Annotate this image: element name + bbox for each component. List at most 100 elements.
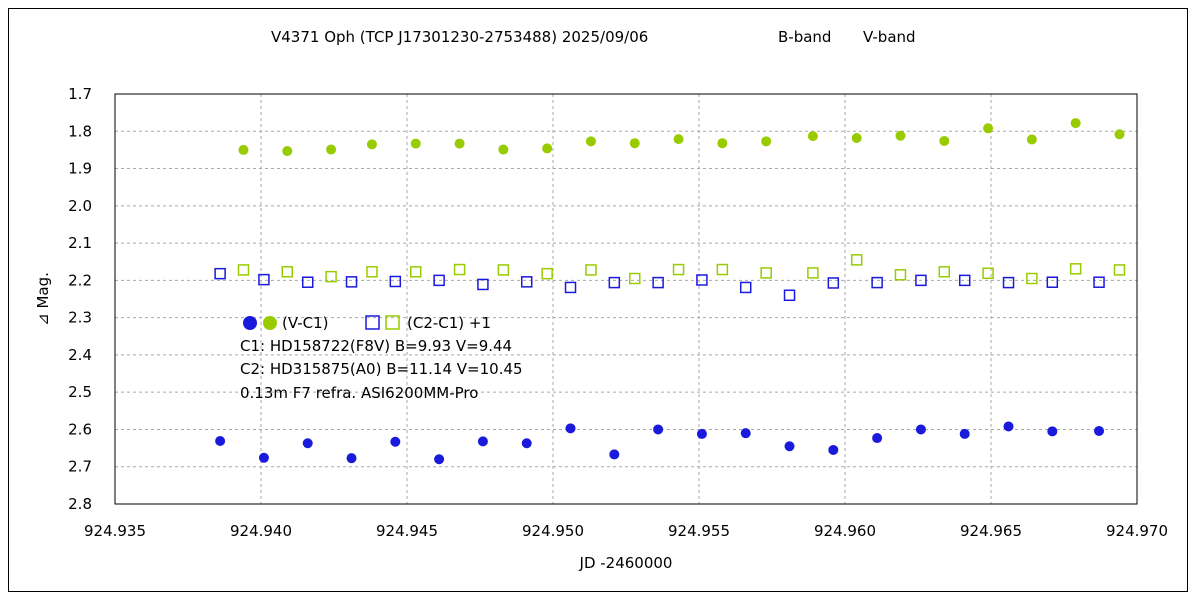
b-band-check-point: [1002, 276, 1015, 289]
b-band-check-point: [1093, 276, 1105, 288]
v-band-var-point: [1070, 118, 1081, 129]
b-band-check-point: [345, 276, 358, 288]
b-band-var-point: [784, 441, 795, 452]
v-band-var-point: [1026, 134, 1037, 145]
b-band-var-point: [872, 433, 883, 444]
data-marks: [214, 118, 1126, 465]
v-band-var-point: [1114, 129, 1125, 140]
v-band-var-point: [585, 136, 596, 147]
v-band-var-point: [761, 136, 772, 147]
b-band-var-point: [1094, 425, 1105, 436]
b-band-check-point: [958, 274, 971, 287]
b-band-check-point: [564, 281, 577, 294]
y-tick-label: 1.8: [68, 122, 92, 140]
b-band-check-point: [477, 278, 489, 291]
v-band-check-point: [760, 267, 772, 279]
v-band-check-point: [716, 263, 729, 276]
y-tick-label: 2.2: [68, 271, 92, 289]
v-band-check-point: [807, 267, 819, 279]
v-band-check-point: [410, 266, 422, 278]
legend-c1-info: C1: HD158722(F8V) B=9.93 V=9.44: [240, 337, 512, 355]
x-tick-label: 924.955: [668, 522, 730, 540]
x-tick-label: 924.935: [84, 522, 146, 540]
v-band-var-point: [895, 130, 906, 141]
b-band-check-point: [214, 267, 226, 280]
title-v-band: V-band: [863, 28, 916, 46]
v-band-var-point: [454, 138, 465, 149]
v-band-var-point: [807, 131, 818, 142]
legend-var-label: (V-C1): [282, 314, 329, 332]
b-band-check-point: [652, 276, 664, 289]
b-band-check-point: [433, 274, 445, 287]
v-band-check-point: [1069, 263, 1082, 275]
b-band-var-point: [215, 436, 226, 447]
tick-labels: 1.7 1.8 1.9 2.0 2.1 2.2 2.3 2.4 2.5 2.6 2.7 2.8 924.…: [68, 85, 1168, 540]
y-tick-label: 2.6: [68, 420, 92, 438]
b-band-var-point: [959, 428, 970, 439]
b-band-var-point: [740, 428, 751, 439]
b-band-var-point: [653, 424, 664, 435]
b-band-check-point: [739, 281, 752, 294]
legend-b-var-marker: [243, 316, 257, 330]
y-tick-label: 2.1: [68, 234, 92, 252]
v-band-check-point: [497, 264, 510, 276]
b-band-var-point: [521, 438, 532, 449]
v-band-check-point: [938, 266, 951, 278]
x-tick-label: 924.960: [814, 522, 876, 540]
v-band-check-point: [281, 266, 294, 278]
x-axis-label: JD -2460000: [579, 554, 673, 572]
v-band-var-point: [282, 146, 293, 157]
b-band-check-point: [871, 276, 883, 289]
v-band-var-point: [629, 138, 640, 149]
legend-v-var-marker: [263, 316, 277, 330]
x-tick-label: 924.970: [1106, 522, 1168, 540]
x-tick-label: 924.965: [960, 522, 1022, 540]
y-tick-label: 2.5: [68, 383, 92, 401]
legend-c2-info: C2: HD315875(A0) B=11.14 V=10.45: [240, 360, 523, 378]
x-tick-label: 924.950: [522, 522, 584, 540]
v-band-check-point: [541, 267, 553, 280]
legend: (V-C1) (C2-C1) +1 C1: HD158722(F8V) B=9.…: [240, 314, 523, 402]
plot-area: [114, 93, 1138, 505]
y-tick-label: 2.0: [68, 197, 92, 215]
title-b-band: B-band: [778, 28, 831, 46]
b-band-var-point: [1003, 421, 1014, 432]
b-band-var-point: [609, 449, 620, 460]
v-band-check-point: [982, 267, 994, 280]
b-band-var-point: [434, 454, 445, 465]
v-band-check-point: [629, 272, 641, 285]
x-tick-label: 924.940: [230, 522, 292, 540]
y-tick-label: 2.3: [68, 309, 92, 327]
v-band-var-point: [851, 132, 862, 143]
legend-v-check-marker: [385, 315, 400, 330]
v-band-var-point: [542, 143, 553, 154]
y-tick-label: 2.8: [68, 495, 92, 513]
b-band-var-point: [302, 438, 313, 449]
v-band-check-point: [894, 269, 907, 281]
y-tick-label: 2.7: [68, 458, 92, 476]
y-tick-label: 1.7: [68, 85, 92, 103]
v-band-check-point: [453, 263, 466, 276]
v-band-check-point: [325, 270, 337, 283]
b-band-var-point: [915, 424, 926, 435]
b-band-check-point: [301, 276, 314, 288]
chart-title: V4371 Oph (TCP J17301230-2753488) 2025/0…: [271, 28, 648, 46]
b-band-check-point: [258, 273, 270, 286]
v-band-var-point: [673, 134, 684, 145]
v-band-var-point: [717, 138, 728, 149]
b-band-var-point: [828, 444, 839, 455]
x-tick-label: 924.945: [376, 522, 438, 540]
b-band-check-point: [696, 274, 708, 286]
v-band-check-point: [850, 254, 863, 266]
legend-check-label: (C2-C1) +1: [407, 314, 491, 332]
v-band-check-point: [672, 263, 685, 276]
v-band-check-point: [366, 266, 378, 278]
y-axis-label: ⊿ Mag.: [34, 272, 52, 326]
b-band-check-point: [608, 276, 621, 289]
v-band-var-point: [939, 135, 950, 146]
v-band-check-point: [1113, 264, 1126, 276]
v-band-var-point: [410, 138, 421, 149]
b-band-var-point: [258, 452, 269, 463]
v-band-check-point: [1026, 272, 1038, 285]
